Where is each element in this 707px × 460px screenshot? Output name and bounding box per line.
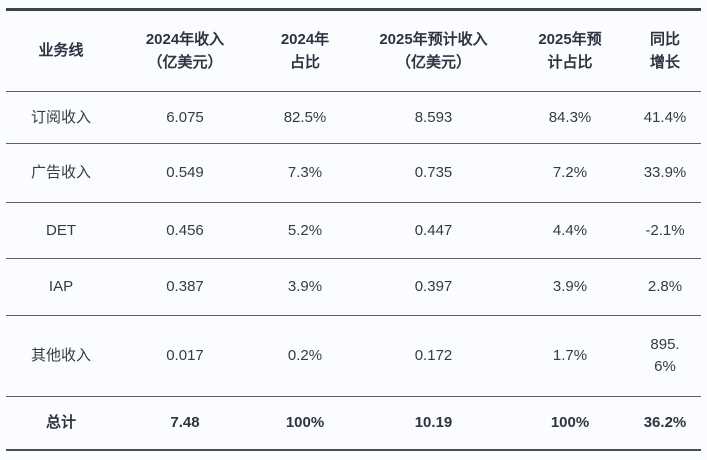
table-cell: 82.5% bbox=[254, 91, 356, 144]
table-cell: 0.172 bbox=[356, 315, 511, 397]
table-cell: 36.2% bbox=[629, 396, 701, 451]
row-label: IAP bbox=[6, 258, 116, 316]
table-cell: 41.4% bbox=[629, 91, 701, 144]
table-cell: 7.2% bbox=[511, 143, 629, 203]
column-header-yoy-growth: 同比 增长 bbox=[629, 9, 701, 92]
table-cell: 0.456 bbox=[116, 202, 254, 259]
row-label: 广告收入 bbox=[6, 143, 116, 203]
table-cell: 0.2% bbox=[254, 315, 356, 397]
table-cell: 8.593 bbox=[356, 91, 511, 144]
row-label: DET bbox=[6, 202, 116, 259]
table-cell: 0.549 bbox=[116, 143, 254, 203]
table-cell: 7.48 bbox=[116, 396, 254, 451]
table-cell: 7.3% bbox=[254, 143, 356, 203]
table-cell: 3.9% bbox=[254, 258, 356, 316]
table-cell: 33.9% bbox=[629, 143, 701, 203]
table-cell: 1.7% bbox=[511, 315, 629, 397]
column-header-business-line: 业务线 bbox=[6, 9, 116, 92]
table-cell: 0.017 bbox=[116, 315, 254, 397]
table-cell: 0.397 bbox=[356, 258, 511, 316]
table-cell: 0.735 bbox=[356, 143, 511, 203]
table-cell: 2.8% bbox=[629, 258, 701, 316]
table-cell: 100% bbox=[254, 396, 356, 451]
table-cell-text: 895.6% bbox=[650, 336, 680, 375]
table-cell: 5.2% bbox=[254, 202, 356, 259]
column-header-2025-revenue: 2025年预计收入 （亿美元） bbox=[356, 9, 511, 92]
row-label: 订阅收入 bbox=[6, 91, 116, 144]
revenue-table: 业务线 2024年收入 （亿美元） 2024年 占比 2025年预计收入 （亿美… bbox=[6, 8, 701, 451]
table-row-det: DET 0.456 5.2% 0.447 4.4% -2.1% bbox=[6, 202, 701, 259]
table-cell: 6.075 bbox=[116, 91, 254, 144]
table-cell: 3.9% bbox=[511, 258, 629, 316]
row-label: 总计 bbox=[6, 396, 116, 451]
column-header-2024-share: 2024年 占比 bbox=[254, 9, 356, 92]
table-row-other: 其他收入 0.017 0.2% 0.172 1.7% 895.6% bbox=[6, 315, 701, 397]
table-cell: 4.4% bbox=[511, 202, 629, 259]
row-label: 其他收入 bbox=[6, 315, 116, 397]
table-row-advertising: 广告收入 0.549 7.3% 0.735 7.2% 33.9% bbox=[6, 143, 701, 203]
table-cell: -2.1% bbox=[629, 202, 701, 259]
header-row: 业务线 2024年收入 （亿美元） 2024年 占比 2025年预计收入 （亿美… bbox=[6, 9, 701, 92]
revenue-table-container: 业务线 2024年收入 （亿美元） 2024年 占比 2025年预计收入 （亿美… bbox=[6, 8, 701, 451]
table-row-subscription: 订阅收入 6.075 82.5% 8.593 84.3% 41.4% bbox=[6, 91, 701, 144]
table-cell: 0.387 bbox=[116, 258, 254, 316]
table-cell: 100% bbox=[511, 396, 629, 451]
column-header-2024-revenue: 2024年收入 （亿美元） bbox=[116, 9, 254, 92]
table-cell: 0.447 bbox=[356, 202, 511, 259]
table-cell: 895.6% bbox=[629, 315, 701, 397]
table-row-total: 总计 7.48 100% 10.19 100% 36.2% bbox=[6, 396, 701, 451]
table-cell: 84.3% bbox=[511, 91, 629, 144]
table-row-iap: IAP 0.387 3.9% 0.397 3.9% 2.8% bbox=[6, 258, 701, 316]
column-header-2025-share: 2025年预 计占比 bbox=[511, 9, 629, 92]
table-cell: 10.19 bbox=[356, 396, 511, 451]
